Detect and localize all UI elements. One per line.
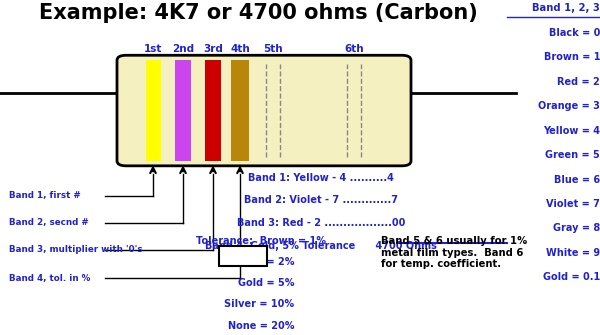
- Text: White = 9: White = 9: [546, 248, 600, 258]
- Text: 3rd: 3rd: [203, 44, 223, 54]
- Text: Band 1: Yellow - 4 ..........4: Band 1: Yellow - 4 ..........4: [248, 173, 394, 183]
- Text: Red = 2: Red = 2: [557, 77, 600, 87]
- Text: Black = 0: Black = 0: [548, 28, 600, 38]
- Text: 6th: 6th: [344, 44, 364, 54]
- Bar: [231, 60, 249, 161]
- Text: Tolerance:  Brown = 1%: Tolerance: Brown = 1%: [196, 236, 326, 246]
- Text: Silver = 10%: Silver = 10%: [224, 299, 294, 310]
- Text: Band 3, multiplier with '0's: Band 3, multiplier with '0's: [9, 245, 143, 254]
- Text: Band 1, 2, 3: Band 1, 2, 3: [532, 3, 600, 13]
- Text: 4th: 4th: [230, 44, 250, 54]
- Text: Band 3: Red - 2 ..................00: Band 3: Red - 2 ..................00: [237, 218, 405, 228]
- Text: Gray = 8: Gray = 8: [553, 223, 600, 233]
- Text: Band 4, tol. in %: Band 4, tol. in %: [9, 274, 91, 282]
- Text: Band 1, first #: Band 1, first #: [9, 192, 81, 200]
- Text: Red = 2%: Red = 2%: [241, 257, 294, 267]
- Text: Violet = 7: Violet = 7: [546, 199, 600, 209]
- Text: Gold = 0.1: Gold = 0.1: [543, 272, 600, 282]
- Text: Band 4, Gold, 5% Tolerance      4700 Ohms: Band 4, Gold, 5% Tolerance 4700 Ohms: [205, 241, 437, 251]
- Text: 1st: 1st: [144, 44, 162, 54]
- Text: 2nd: 2nd: [172, 44, 194, 54]
- Text: Band 4: Band 4: [224, 251, 262, 261]
- Bar: [175, 60, 191, 161]
- Text: None = 20%: None = 20%: [227, 321, 294, 331]
- Text: Orange = 3: Orange = 3: [538, 101, 600, 111]
- Text: Band 2: Violet - 7 .............7: Band 2: Violet - 7 .............7: [244, 195, 398, 205]
- Text: Band 5 & 6 usually for 1%
metal film types.  Band 6
for temp. coefficient.: Band 5 & 6 usually for 1% metal film typ…: [381, 236, 527, 269]
- Bar: [146, 60, 161, 161]
- Text: Green = 5: Green = 5: [545, 150, 600, 160]
- Bar: [205, 60, 221, 161]
- Text: Gold = 5%: Gold = 5%: [238, 278, 294, 288]
- Text: Yellow = 4: Yellow = 4: [543, 126, 600, 136]
- Text: Brown = 1: Brown = 1: [544, 52, 600, 62]
- Bar: [219, 246, 267, 266]
- Text: Blue = 6: Blue = 6: [554, 175, 600, 185]
- Text: 5th: 5th: [263, 44, 283, 54]
- FancyBboxPatch shape: [117, 55, 411, 166]
- Text: Example: 4K7 or 4700 ohms (Carbon): Example: 4K7 or 4700 ohms (Carbon): [38, 3, 478, 23]
- Text: Band 2, secnd #: Band 2, secnd #: [9, 218, 89, 227]
